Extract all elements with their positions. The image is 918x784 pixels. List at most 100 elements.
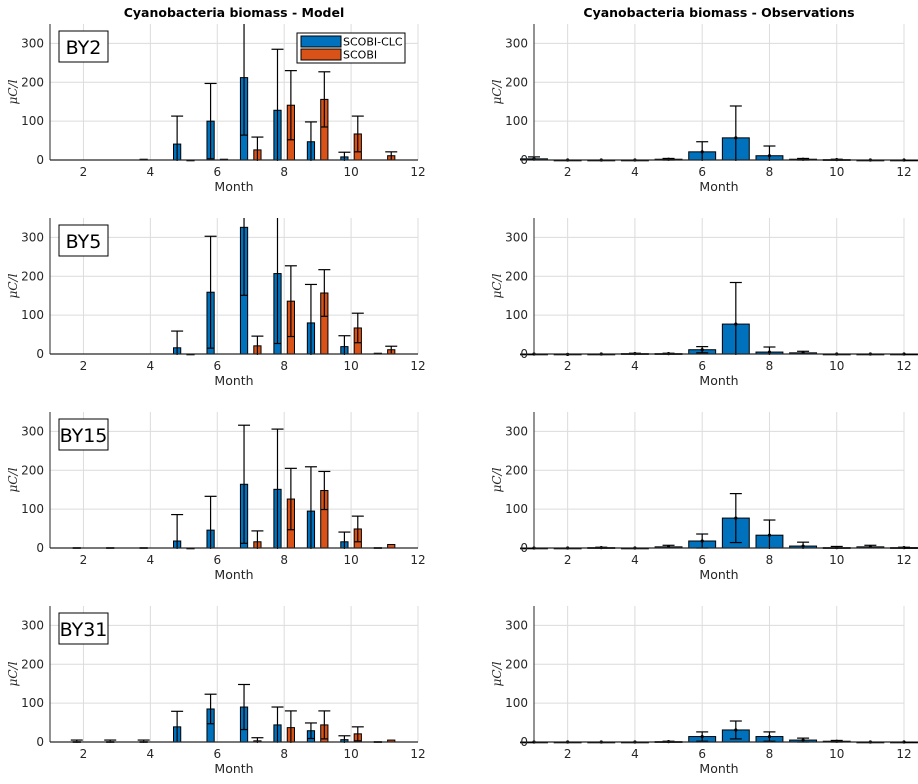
- y-tick-label: 0: [520, 153, 528, 167]
- y-tick-label: 100: [21, 114, 44, 128]
- x-axis-label: Month: [699, 179, 738, 194]
- x-tick-label: 2: [564, 359, 572, 373]
- y-tick-label: 200: [21, 463, 44, 477]
- y-tick-label: 200: [21, 657, 44, 671]
- x-axis-label: Month: [214, 373, 253, 388]
- x-tick-label: 2: [564, 165, 572, 179]
- station-label-box: [58, 612, 109, 645]
- y-tick-label: 100: [505, 502, 528, 516]
- y-axis-label: μC/l: [6, 661, 20, 686]
- x-axis-label: Month: [699, 373, 738, 388]
- x-tick-label: 6: [698, 359, 706, 373]
- x-tick-label: 12: [410, 553, 425, 567]
- chart-panel-2: 2 4 6 8 10 12 0 100 200 300 Month μC/l Cyanobacteria…: [490, 5, 918, 194]
- x-tick-label: 10: [829, 747, 844, 761]
- y-axis-label: μC/l: [6, 273, 20, 298]
- data-point-month-6: [700, 539, 704, 543]
- y-tick-label: 300: [505, 230, 528, 244]
- y-tick-label: 300: [21, 230, 44, 244]
- y-tick-label: 100: [505, 114, 528, 128]
- station-label-box: [58, 30, 109, 63]
- x-tick-label: 12: [410, 747, 425, 761]
- x-tick-label: 12: [896, 165, 911, 179]
- y-axis-label: μC/l: [490, 661, 504, 686]
- x-tick-label: 8: [766, 553, 774, 567]
- y-tick-label: 300: [21, 36, 44, 50]
- x-axis-label: Month: [214, 761, 253, 776]
- x-tick-label: 8: [280, 747, 288, 761]
- x-axis-label: Month: [699, 761, 738, 776]
- chart-panel-5: 2 4 6 8 10 12 0 100 200 300 Month μC/l BY15: [6, 412, 426, 582]
- x-tick-label: 8: [766, 359, 774, 373]
- x-tick-label: 10: [343, 165, 358, 179]
- x-tick-label: 12: [896, 553, 911, 567]
- x-tick-label: 2: [564, 553, 572, 567]
- data-point-month-9: [801, 544, 805, 548]
- y-tick-label: 200: [505, 463, 528, 477]
- x-tick-label: 4: [147, 165, 155, 179]
- x-tick-label: 2: [80, 165, 88, 179]
- data-point-month-7: [734, 516, 738, 520]
- x-axis-label: Month: [214, 567, 253, 582]
- x-tick-label: 12: [410, 359, 425, 373]
- x-tick-label: 2: [80, 553, 88, 567]
- data-point-month-6: [700, 348, 704, 352]
- chart-panel-7: 2 4 6 8 10 12 0 100 200 300 Month μC/l BY31: [6, 606, 426, 776]
- data-point-month-8: [767, 154, 772, 158]
- x-tick-label: 10: [829, 165, 844, 179]
- data-point-month-7: [734, 728, 738, 732]
- y-tick-label: 300: [21, 618, 44, 632]
- legend-swatch-scobi: [300, 48, 342, 61]
- x-tick-label: 8: [766, 747, 774, 761]
- y-tick-label: 100: [21, 308, 44, 322]
- x-tick-label: 4: [147, 359, 155, 373]
- data-point-month-8: [767, 533, 772, 537]
- x-axis-label: Month: [214, 179, 253, 194]
- y-tick-label: 0: [36, 541, 44, 555]
- y-tick-label: 300: [505, 618, 528, 632]
- x-tick-label: 6: [698, 747, 706, 761]
- y-tick-label: 300: [505, 424, 528, 438]
- x-tick-label: 2: [564, 747, 572, 761]
- y-tick-label: 0: [520, 541, 528, 555]
- legend-label-scobi-clc: SCOBI-CLC: [343, 36, 403, 49]
- x-tick-label: 6: [698, 553, 706, 567]
- data-point-month-8: [767, 734, 772, 739]
- chart-panel-1: 2 4 6 8 10 12 0 100 200 300 Month μC/l Cyanobacteria…: [6, 5, 426, 194]
- data-point-month-8: [767, 350, 772, 354]
- x-tick-label: 2: [80, 747, 88, 761]
- x-tick-label: 12: [896, 747, 911, 761]
- y-tick-label: 0: [36, 347, 44, 361]
- x-tick-label: 12: [896, 359, 911, 373]
- data-point-month-9: [801, 738, 805, 742]
- x-tick-label: 10: [829, 553, 844, 567]
- x-tick-label: 2: [80, 359, 88, 373]
- y-tick-label: 100: [505, 308, 528, 322]
- y-tick-label: 200: [21, 75, 44, 89]
- y-tick-label: 300: [505, 36, 528, 50]
- chart-panel-8: 2 4 6 8 10 12 0 100 200 300 Month μC/l: [490, 606, 918, 776]
- y-tick-label: 200: [505, 75, 528, 89]
- y-tick-label: 0: [36, 735, 44, 749]
- x-tick-label: 6: [698, 165, 706, 179]
- station-label-box: [58, 224, 109, 257]
- x-tick-label: 4: [631, 165, 639, 179]
- x-axis-label: Month: [699, 567, 738, 582]
- x-tick-label: 8: [280, 553, 288, 567]
- chart-panel-3: 2 4 6 8 10 12 0 100 200 300 Month μC/l BY5: [6, 218, 426, 388]
- y-tick-label: 200: [505, 657, 528, 671]
- legend-swatch-scobi-clc: [300, 35, 342, 48]
- x-tick-label: 4: [631, 747, 639, 761]
- station-label: BY31: [60, 619, 108, 641]
- x-tick-label: 6: [213, 359, 221, 373]
- y-tick-label: 100: [21, 502, 44, 516]
- chart-panel-4: 2 4 6 8 10 12 0 100 200 300 Month μC/l: [490, 218, 918, 388]
- y-axis-label: μC/l: [6, 467, 20, 492]
- station-label: BY2: [66, 37, 102, 59]
- y-tick-label: 100: [21, 696, 44, 710]
- x-tick-label: 8: [766, 165, 774, 179]
- chart-panel-6: 2 4 6 8 10 12 0 100 200 300 Month μC/l: [490, 412, 918, 582]
- y-tick-label: 200: [21, 269, 44, 283]
